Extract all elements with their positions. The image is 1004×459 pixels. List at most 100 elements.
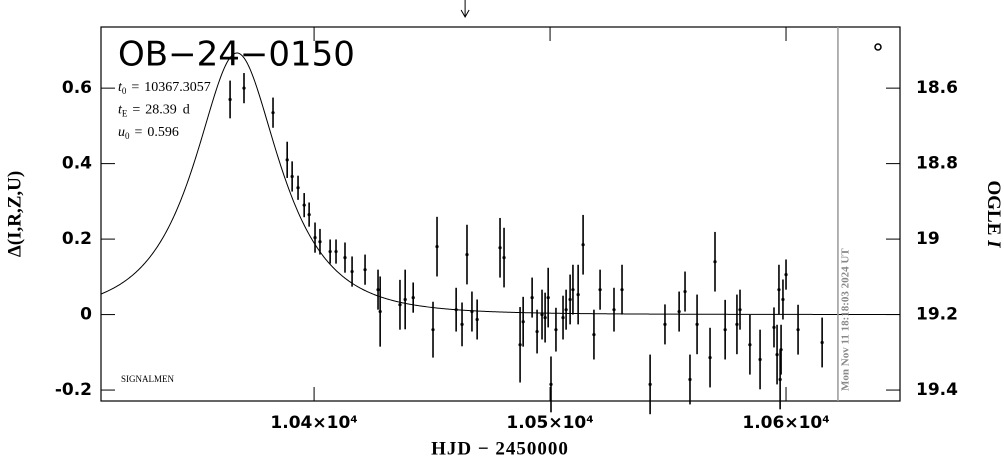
param-subscript: 0 xyxy=(125,131,130,141)
data-point xyxy=(535,329,539,334)
data-point xyxy=(435,245,439,249)
y2-tick-label: 19.4 xyxy=(916,380,958,400)
param-value: 10367.3057 xyxy=(144,80,211,95)
data-point xyxy=(318,240,322,244)
param-symbol: u xyxy=(118,125,125,140)
data-point xyxy=(242,86,246,90)
data-point xyxy=(781,297,785,302)
plot-frame xyxy=(100,26,901,402)
chart-title: OB−24−0150 xyxy=(118,35,355,75)
data-point xyxy=(470,309,474,314)
model-parameter: tE = 28.39 d xyxy=(118,103,190,119)
y-axis-label: Δ(I,R,Z,U) xyxy=(4,171,25,257)
y2-tick-label: 18.6 xyxy=(916,78,958,98)
data-point xyxy=(598,288,602,292)
param-subscript: 0 xyxy=(122,86,127,96)
param-symbol: t xyxy=(118,103,123,118)
data-point xyxy=(777,288,781,292)
data-point xyxy=(546,295,550,300)
param-symbol: t xyxy=(118,80,123,95)
y2-tick-label: 19 xyxy=(916,229,940,249)
data-point xyxy=(758,357,762,362)
data-point xyxy=(576,292,580,297)
param-unit: d xyxy=(183,103,190,118)
y-tick-label: 0.4 xyxy=(62,154,92,174)
param-subscript: E xyxy=(122,109,128,119)
note: SIGNALMEN xyxy=(121,374,174,384)
data-point xyxy=(713,260,717,264)
data-point xyxy=(568,297,572,302)
y2-axis-label: OGLE I xyxy=(983,180,1004,248)
data-point xyxy=(543,315,547,320)
data-point xyxy=(376,288,380,292)
data-point xyxy=(285,158,289,162)
data-point xyxy=(540,312,544,317)
x-tick-label: 1.05×10⁴ xyxy=(506,413,593,433)
data-point xyxy=(378,309,382,314)
data-point xyxy=(530,295,534,300)
data-point xyxy=(688,377,692,382)
data-point xyxy=(735,322,739,326)
data-point xyxy=(571,288,575,292)
corner-symbol xyxy=(874,43,882,51)
data-point xyxy=(648,382,652,386)
data-point xyxy=(460,322,464,326)
data-point xyxy=(554,328,558,332)
data-point xyxy=(228,97,232,102)
model-curve xyxy=(100,52,900,315)
data-point xyxy=(779,348,783,352)
data-point xyxy=(784,272,788,277)
data-point xyxy=(778,377,782,382)
data-point xyxy=(620,288,624,292)
data-point xyxy=(502,255,506,260)
data-point xyxy=(677,309,681,314)
x-tick-label: 1.06×10⁴ xyxy=(742,413,829,433)
param-value: 0.596 xyxy=(147,125,179,140)
data-point xyxy=(334,249,338,254)
data-point xyxy=(411,295,415,300)
y2-tick-label: 19.2 xyxy=(916,305,958,325)
data-point xyxy=(350,269,354,274)
data-point xyxy=(271,111,275,115)
data-point xyxy=(296,186,300,190)
data-point xyxy=(521,320,525,324)
data-point xyxy=(313,235,317,240)
data-point xyxy=(498,246,502,250)
data-point xyxy=(820,340,824,345)
x-axis-label: HJD − 2450000 xyxy=(431,438,569,459)
data-point xyxy=(561,315,565,320)
data-point xyxy=(663,322,667,326)
data-point xyxy=(549,382,553,386)
data-point xyxy=(465,252,469,257)
data-point xyxy=(307,212,311,217)
y2-axis-label-italic: I xyxy=(983,239,1004,248)
data-point xyxy=(772,325,776,330)
y-tick-label: 0.6 xyxy=(62,78,92,98)
y-tick-label: 0 xyxy=(80,305,92,325)
data-point xyxy=(454,308,458,312)
param-relation: = xyxy=(135,125,143,140)
data-point xyxy=(302,203,306,207)
top-arrow xyxy=(460,0,470,19)
data-point xyxy=(398,303,402,307)
data-point xyxy=(748,343,752,347)
data-point xyxy=(363,268,367,272)
data-point xyxy=(343,255,347,260)
data-point xyxy=(592,332,596,337)
timestamp: Mon Nov 11 18:18:03 2024 UT xyxy=(839,248,851,391)
data-point xyxy=(328,249,332,254)
model-parameter: t0 = 10367.3057 xyxy=(118,80,211,96)
param-relation: = xyxy=(131,80,139,95)
data-point xyxy=(695,322,699,326)
param-value: 28.39 xyxy=(145,103,177,118)
y2-tick-label: 18.8 xyxy=(916,154,958,174)
data-point xyxy=(403,297,407,302)
y2-axis-label-text: OGLE xyxy=(983,180,1004,235)
data-point xyxy=(290,174,294,179)
data-point xyxy=(708,355,712,360)
data-point xyxy=(518,343,522,347)
data-point xyxy=(723,328,727,332)
data-point xyxy=(796,328,800,332)
data-point xyxy=(431,328,435,332)
